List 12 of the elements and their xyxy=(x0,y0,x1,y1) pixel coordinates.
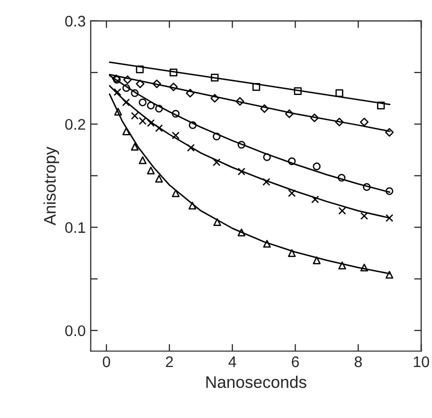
x-tick-label: 8 xyxy=(354,356,362,368)
x-tick-label: 4 xyxy=(228,356,236,368)
x-tick-label: 2 xyxy=(166,356,173,368)
y-tick-label: 0.3 xyxy=(65,16,86,27)
y-tick-label: 0.1 xyxy=(65,222,86,233)
y-tick-label: 0.0 xyxy=(65,325,86,336)
y-tick-label: 0.2 xyxy=(65,118,86,130)
y-axis-title: Anisotropy xyxy=(44,146,60,226)
x-axis-title: Nanoseconds xyxy=(206,376,306,388)
x-tick-label: 6 xyxy=(292,356,299,368)
x-tick-label: 10 xyxy=(414,356,430,368)
x-tick-label: 0 xyxy=(102,356,110,368)
